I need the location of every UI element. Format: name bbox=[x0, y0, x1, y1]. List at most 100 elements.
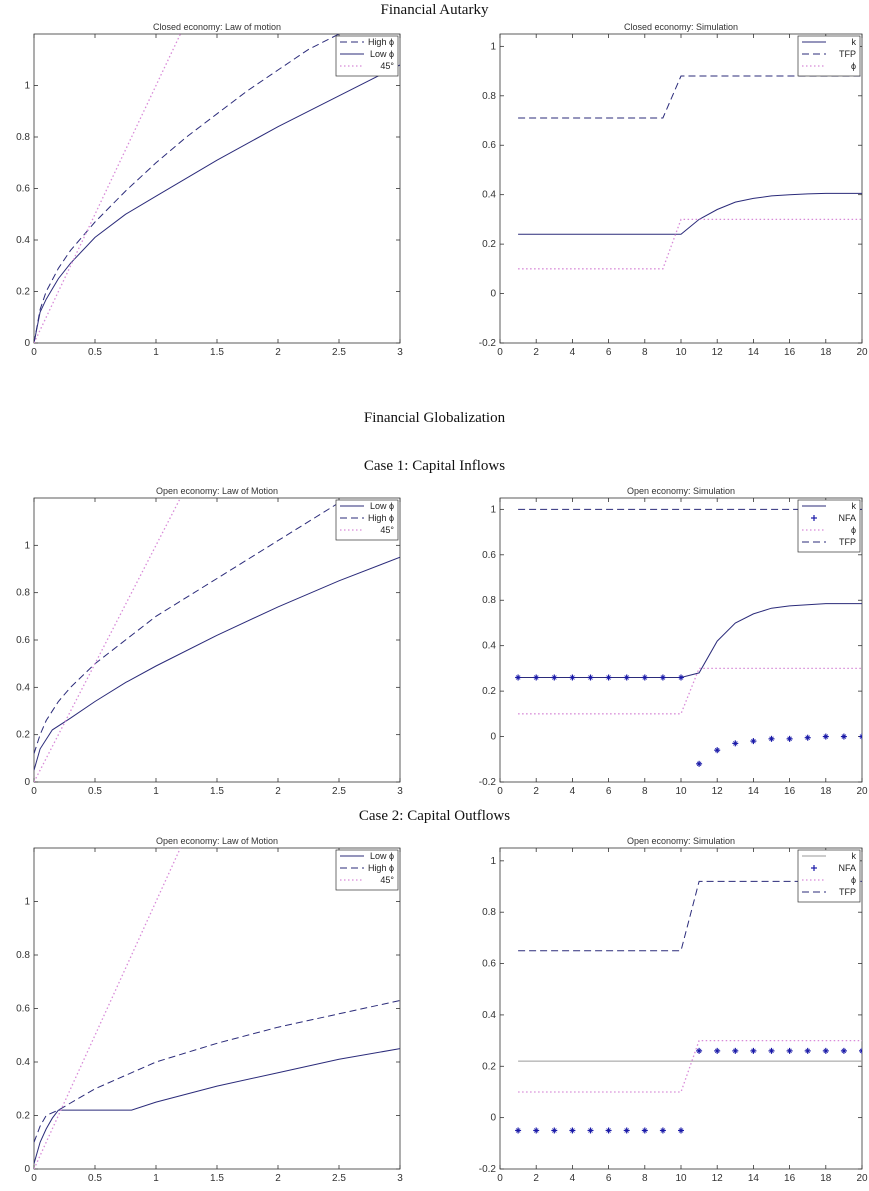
chart-case2-law-series-high bbox=[34, 1000, 400, 1143]
chart-autarky-law-xtick-label: 1 bbox=[153, 347, 159, 358]
chart-case2-sim-xtick-label: 12 bbox=[712, 1173, 724, 1184]
chart-case2-sim-xtick-label: 8 bbox=[642, 1173, 648, 1184]
chart-autarky-sim-ytick-label: 1 bbox=[490, 41, 496, 52]
chart-case1-sim-series-series bbox=[518, 667, 862, 715]
chart-case1-sim-series-k bbox=[518, 603, 862, 678]
chart-case2-law-xtick-label: 1.5 bbox=[210, 1173, 224, 1184]
chart-case2-law-xtick-label: 0.5 bbox=[88, 1173, 102, 1184]
chart-autarky-law-xtick-label: 0 bbox=[31, 347, 37, 358]
heading-financial-autarky: Financial Autarky bbox=[380, 2, 489, 18]
chart-case1-sim-xtick-label: 18 bbox=[820, 786, 832, 797]
chart-case2-sim-nfa-point bbox=[515, 1127, 522, 1134]
chart-case1-sim-nfa-point bbox=[533, 674, 540, 681]
chart-autarky-sim-xtick-label: 18 bbox=[820, 347, 832, 358]
chart-case2-law-ytick-label: 1 bbox=[24, 897, 30, 908]
chart-case1-law-ytick-label: 0.4 bbox=[16, 682, 30, 693]
chart-case2-sim-nfa-point bbox=[659, 1127, 666, 1134]
chart-autarky-law-ytick-label: 0.2 bbox=[16, 287, 30, 298]
chart-case2-sim-nfa-point bbox=[605, 1127, 612, 1134]
chart-case2-sim-ytick-label: 1 bbox=[490, 856, 496, 867]
chart-case2-sim-nfa-point bbox=[732, 1047, 739, 1054]
chart-case2-law-axes-box bbox=[33, 847, 401, 1170]
chart-autarky-sim-xtick-label: 6 bbox=[606, 347, 612, 358]
chart-case1-sim-nfa-point bbox=[804, 734, 811, 741]
chart-case2-sim-ytick-label: 0 bbox=[490, 1113, 496, 1124]
chart-autarky-law-xtick-label: 2 bbox=[275, 347, 281, 358]
chart-autarky-sim-ytick-label: 0.4 bbox=[482, 190, 496, 201]
chart-autarky-sim-plot-area bbox=[518, 75, 862, 270]
chart-autarky-sim-xtick-label: 8 bbox=[642, 347, 648, 358]
chart-case1-law-series-45 bbox=[34, 498, 181, 782]
heading-case-2: Case 2: Capital Outflows bbox=[358, 808, 511, 824]
chart-autarky-sim-xtick-label: 14 bbox=[748, 347, 760, 358]
chart-case1-sim-ytick-label: 0.8 bbox=[482, 595, 496, 606]
chart-case1-law-xtick-label: 3 bbox=[397, 786, 403, 797]
chart-case2-sim-xtick-label: 10 bbox=[675, 1173, 687, 1184]
chart-autarky-sim-series-k bbox=[518, 192, 862, 235]
chart-autarky-law-title: Closed economy: Law of motion bbox=[153, 22, 281, 32]
chart-case1-sim-ytick-label: 0.4 bbox=[482, 641, 496, 652]
chart-case1-sim-ytick-label: 0.6 bbox=[482, 550, 496, 561]
chart-autarky-sim-ytick-label: 0.6 bbox=[482, 140, 496, 151]
chart-case1-sim-nfa-point bbox=[678, 674, 684, 681]
chart-case1-sim-xtick-label: 16 bbox=[784, 786, 796, 797]
chart-case1-sim-nfa-point bbox=[605, 674, 612, 681]
chart-case2-sim-nfa-point bbox=[533, 1127, 540, 1134]
chart-case1-sim-nfa-point bbox=[569, 674, 576, 681]
chart-autarky-law-ytick-label: 0.4 bbox=[16, 235, 30, 246]
heading-case-1: Case 1: Capital Inflows bbox=[363, 458, 506, 474]
chart-autarky-sim-series-tfp bbox=[518, 75, 862, 119]
chart-case1-sim-xtick-label: 4 bbox=[570, 786, 576, 797]
chart-autarky-law-axes-box bbox=[33, 33, 401, 344]
chart-case2-sim-nfa-point bbox=[714, 1047, 721, 1054]
chart-autarky-law-series-high bbox=[34, 34, 340, 343]
chart-case1-sim-nfa-point bbox=[696, 760, 703, 767]
chart-case2-sim-nfa-point bbox=[551, 1127, 558, 1134]
chart-case2-sim-series-tfp bbox=[518, 880, 862, 952]
chart-case1-sim-legend-label: k bbox=[852, 501, 857, 511]
chart-case2-sim-title: Open economy: Simulation bbox=[627, 836, 735, 846]
chart-case1-sim-nfa-point bbox=[515, 674, 522, 681]
chart-case1-sim-nfa-point bbox=[551, 674, 558, 681]
chart-autarky-sim-xtick-label: 4 bbox=[570, 347, 576, 358]
chart-case1-sim-nfa-point bbox=[623, 674, 630, 681]
chart-autarky-law-xtick-label: 3 bbox=[397, 347, 403, 358]
chart-case2-law-xtick-label: 2.5 bbox=[332, 1173, 346, 1184]
chart-case2-sim-xtick-label: 4 bbox=[570, 1173, 576, 1184]
chart-case2-law-xtick-label: 2 bbox=[275, 1173, 281, 1184]
chart-case2-law-legend-label: Low ϕ bbox=[370, 851, 394, 861]
chart-case1-law-legend: Low ϕ High ϕ 45° bbox=[335, 499, 399, 541]
chart-autarky-law-legend-label: Low ϕ bbox=[370, 49, 394, 59]
chart-case1-sim-legend-label: ϕ bbox=[851, 525, 856, 535]
chart-case1-law-series-low bbox=[34, 556, 400, 771]
chart-case2-sim-nfa-point bbox=[822, 1047, 829, 1054]
chart-case2-law-ytick-label: 0.2 bbox=[16, 1111, 30, 1122]
chart-case2-sim-nfa-point bbox=[840, 1047, 847, 1054]
chart-case2-sim-ytick-label: 0.2 bbox=[482, 1061, 496, 1072]
chart-case1-sim-legend-label: NFA bbox=[838, 513, 856, 523]
chart-case2-sim-legend-label: ϕ bbox=[851, 875, 856, 885]
chart-case1-sim-nfa-point bbox=[587, 674, 594, 681]
chart-case1-sim-xtick-label: 10 bbox=[675, 786, 687, 797]
chart-case1-law-legend-label: 45° bbox=[380, 525, 394, 535]
chart-case2-sim-nfa-point bbox=[587, 1127, 594, 1134]
chart-case2-law-xtick-label: 0 bbox=[31, 1173, 37, 1184]
chart-autarky-sim-legend: k TFP ϕ bbox=[797, 35, 861, 77]
chart-case1-sim-nfa-point bbox=[786, 735, 793, 742]
chart-autarky-sim-ytick-label: -0.2 bbox=[479, 338, 497, 349]
chart-autarky-sim-xtick-label: 10 bbox=[675, 347, 687, 358]
chart-case1-sim-nfa-point bbox=[750, 738, 757, 745]
chart-case1-law-legend-label: High ϕ bbox=[368, 513, 394, 523]
chart-autarky-sim-legend-label: k bbox=[852, 37, 857, 47]
chart-case1-law-xtick-label: 2 bbox=[275, 786, 281, 797]
chart-case2-law-title: Open economy: Law of Motion bbox=[156, 836, 278, 846]
chart-case2-sim-nfa-point bbox=[623, 1127, 630, 1134]
chart-case1-sim-xtick-label: 0 bbox=[497, 786, 503, 797]
chart-case2-law-of-motion: Open economy: Law of Motion 0 0.5 1 1.5 2 2.5 3… bbox=[16, 836, 403, 1184]
chart-case1-sim-xtick-label: 8 bbox=[642, 786, 648, 797]
chart-case2-sim-ytick-label: -0.2 bbox=[479, 1164, 497, 1175]
chart-autarky-sim-xtick-label: 12 bbox=[712, 347, 724, 358]
chart-autarky-sim-legend-label: ϕ bbox=[851, 61, 856, 71]
chart-case2-sim-ytick-label: 0.6 bbox=[482, 959, 496, 970]
